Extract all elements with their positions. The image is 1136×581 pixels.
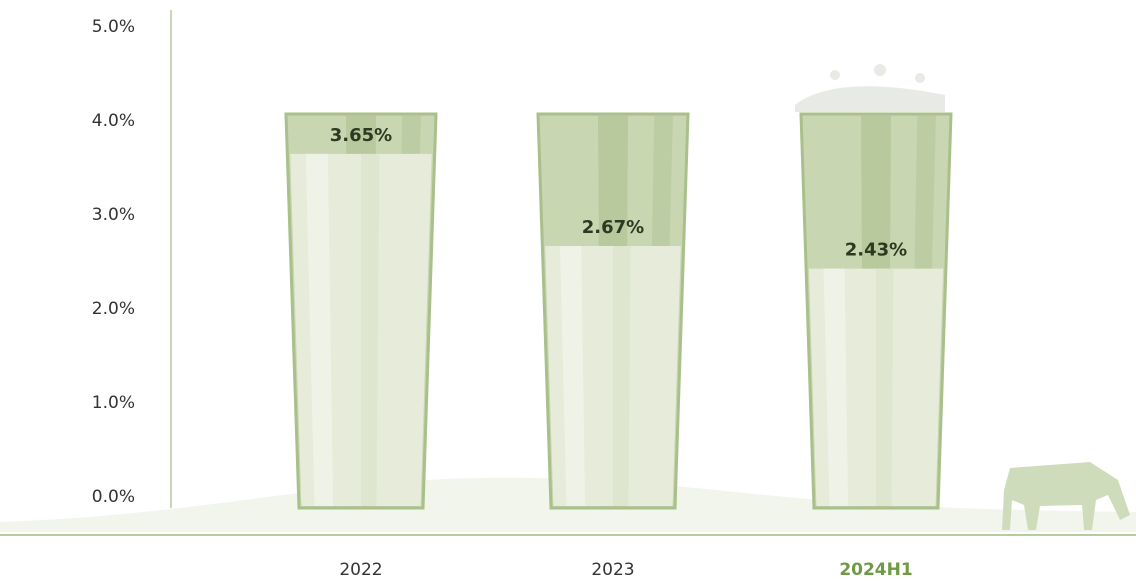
y-tick-label: 5.0%	[92, 17, 135, 37]
x-tick-label: 2022	[339, 560, 382, 580]
milk-stripe	[361, 154, 379, 506]
y-tick-label: 4.0%	[92, 111, 135, 131]
value-label: 2.67%	[582, 217, 644, 238]
milk-stripe	[613, 246, 631, 506]
y-tick-label: 1.0%	[92, 393, 135, 413]
y-tick-label: 0.0%	[92, 487, 135, 507]
value-label: 2.43%	[845, 240, 907, 261]
x-tick-label: 2023	[591, 560, 634, 580]
milk-splash	[795, 64, 945, 112]
milk-stripe	[876, 269, 893, 506]
y-tick-label: 3.0%	[92, 205, 135, 225]
value-label: 3.65%	[330, 125, 392, 146]
y-tick-label: 2.0%	[92, 299, 135, 319]
chart: 0.0% 1.0% 2.0% 3.0% 4.0% 5.0% 3.65% 2022 2.67% 20…	[0, 0, 1136, 581]
x-tick-label: 2024H1	[839, 560, 912, 580]
